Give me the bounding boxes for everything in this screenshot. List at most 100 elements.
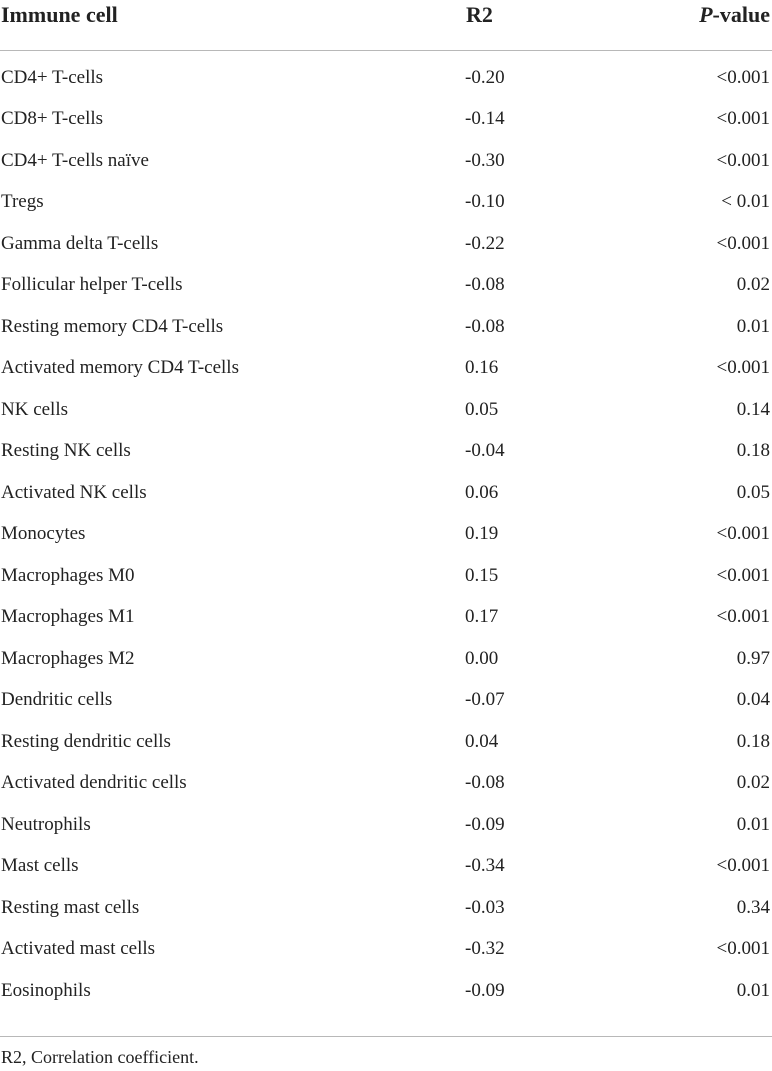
p-value: <0.001 xyxy=(716,149,770,171)
p-value: 0.34 xyxy=(736,896,770,918)
immune-cell-name: Activated dendritic cells xyxy=(1,772,187,794)
r2-value: -0.03 xyxy=(465,896,505,918)
immune-cell-name: Monocytes xyxy=(1,523,86,545)
immune-cell-name: Dendritic cells xyxy=(1,689,113,711)
immune-cell-name: Resting dendritic cells xyxy=(1,730,171,752)
r2-value: -0.09 xyxy=(465,813,505,835)
r2-value: -0.14 xyxy=(465,108,505,130)
table-row: Monocytes 0.19 <0.001 xyxy=(0,514,772,556)
header-p-suffix: -value xyxy=(712,2,770,27)
immune-cell-name: Activated memory CD4 T-cells xyxy=(1,357,239,379)
table-row: Neutrophils -0.09 0.01 xyxy=(0,804,772,846)
r2-value: -0.08 xyxy=(465,315,505,337)
header-p-value: P-value xyxy=(616,0,772,51)
header-immune-cell: Immune cell xyxy=(0,0,430,51)
table-row: Macrophages M2 0.00 0.97 xyxy=(0,638,772,680)
table-row: Macrophages M1 0.17 <0.001 xyxy=(0,597,772,639)
r2-value: 0.16 xyxy=(465,357,499,379)
r2-value: 0.00 xyxy=(465,647,499,669)
immune-cell-name: Resting memory CD4 T-cells xyxy=(1,315,224,337)
immune-cell-correlation-table: Immune cell R2 P-value CD4+ T-cells -0.20… xyxy=(0,0,772,1012)
immune-cell-name: Tregs xyxy=(1,191,44,213)
table-row: NK cells 0.05 0.14 xyxy=(0,389,772,431)
table-row: Mast cells -0.34 <0.001 xyxy=(0,846,772,888)
immune-cell-name: CD4+ T-cells xyxy=(1,66,104,88)
r2-value: 0.06 xyxy=(465,481,499,503)
p-value: 0.01 xyxy=(736,315,770,337)
table-row: Activated mast cells -0.32 <0.001 xyxy=(0,929,772,971)
p-value: 0.97 xyxy=(736,647,770,669)
p-value: 0.04 xyxy=(736,689,770,711)
immune-cell-name: CD8+ T-cells xyxy=(1,108,104,130)
table-row: Resting dendritic cells 0.04 0.18 xyxy=(0,721,772,763)
table-footnote: R2, Correlation coefficient. xyxy=(1,1047,199,1067)
r2-value: -0.08 xyxy=(465,274,505,296)
p-value: 0.18 xyxy=(736,730,770,752)
r2-value: 0.05 xyxy=(465,398,499,420)
r2-value: -0.22 xyxy=(465,232,505,254)
r2-value: 0.04 xyxy=(465,730,499,752)
r2-value: -0.04 xyxy=(465,440,505,462)
table-row: Gamma delta T-cells -0.22 <0.001 xyxy=(0,223,772,265)
immune-cell-name: Macrophages M1 xyxy=(1,606,135,628)
table-row: Tregs -0.10 < 0.01 xyxy=(0,182,772,224)
immune-cell-name: Mast cells xyxy=(1,855,79,877)
table-row: Activated NK cells 0.06 0.05 xyxy=(0,472,772,514)
p-value: <0.001 xyxy=(716,66,770,88)
immune-cell-name: NK cells xyxy=(1,398,69,420)
r2-value: 0.15 xyxy=(465,564,499,586)
immune-cell-name: Neutrophils xyxy=(1,813,91,835)
p-value: 0.02 xyxy=(736,274,770,296)
p-value: <0.001 xyxy=(716,855,770,877)
p-value: 0.01 xyxy=(736,979,770,1001)
r2-value: -0.08 xyxy=(465,772,505,794)
header-r2: R2 xyxy=(430,0,616,51)
immune-cell-name: Follicular helper T-cells xyxy=(1,274,183,296)
r2-value: -0.07 xyxy=(465,689,505,711)
r2-value: -0.34 xyxy=(465,855,505,877)
table-row: Macrophages M0 0.15 <0.001 xyxy=(0,555,772,597)
header-row: Immune cell R2 P-value xyxy=(0,0,772,51)
immune-cell-name: Macrophages M2 xyxy=(1,647,135,669)
table-body: CD4+ T-cells -0.20 <0.001 CD8+ T-cells -0.14… xyxy=(0,51,772,1012)
p-value: 0.14 xyxy=(736,398,770,420)
p-value: 0.05 xyxy=(736,481,770,503)
r2-value: 0.19 xyxy=(465,523,499,545)
immune-cell-name: Resting NK cells xyxy=(1,440,131,462)
r2-value: -0.09 xyxy=(465,979,505,1001)
immune-cell-name: Macrophages M0 xyxy=(1,564,135,586)
p-value: 0.01 xyxy=(736,813,770,835)
p-value: <0.001 xyxy=(716,606,770,628)
table-row: Eosinophils -0.09 0.01 xyxy=(0,970,772,1012)
immune-cell-name: Gamma delta T-cells xyxy=(1,232,159,254)
footer-divider xyxy=(0,1036,772,1037)
immune-cell-name: CD4+ T-cells naïve xyxy=(1,149,149,171)
table-row: CD8+ T-cells -0.14 <0.001 xyxy=(0,99,772,141)
p-value: <0.001 xyxy=(716,357,770,379)
table-row: Resting mast cells -0.03 0.34 xyxy=(0,887,772,929)
immune-cell-name: Activated NK cells xyxy=(1,481,147,503)
table-row: Resting memory CD4 T-cells -0.08 0.01 xyxy=(0,306,772,348)
p-value: <0.001 xyxy=(716,108,770,130)
p-value: 0.02 xyxy=(736,772,770,794)
p-value: 0.18 xyxy=(736,440,770,462)
table-row: Activated memory CD4 T-cells 0.16 <0.001 xyxy=(0,348,772,390)
p-value: < 0.01 xyxy=(721,191,770,213)
table-row: CD4+ T-cells naïve -0.30 <0.001 xyxy=(0,140,772,182)
r2-value: -0.20 xyxy=(465,66,505,88)
header-p-italic: P xyxy=(699,2,713,27)
p-value: <0.001 xyxy=(716,232,770,254)
immune-cell-name: Resting mast cells xyxy=(1,896,140,918)
r2-value: 0.17 xyxy=(465,606,499,628)
r2-value: -0.10 xyxy=(465,191,505,213)
immune-cell-name: Eosinophils xyxy=(1,979,91,1001)
correlation-table-container: Immune cell R2 P-value CD4+ T-cells -0.20… xyxy=(0,0,772,1012)
p-value: <0.001 xyxy=(716,564,770,586)
r2-value: -0.32 xyxy=(465,938,505,960)
table-row: CD4+ T-cells -0.20 <0.001 xyxy=(0,51,772,99)
p-value: <0.001 xyxy=(716,938,770,960)
table-row: Follicular helper T-cells -0.08 0.02 xyxy=(0,265,772,307)
table-row: Resting NK cells -0.04 0.18 xyxy=(0,431,772,473)
table-row: Activated dendritic cells -0.08 0.02 xyxy=(0,763,772,805)
table-header: Immune cell R2 P-value xyxy=(0,0,772,51)
